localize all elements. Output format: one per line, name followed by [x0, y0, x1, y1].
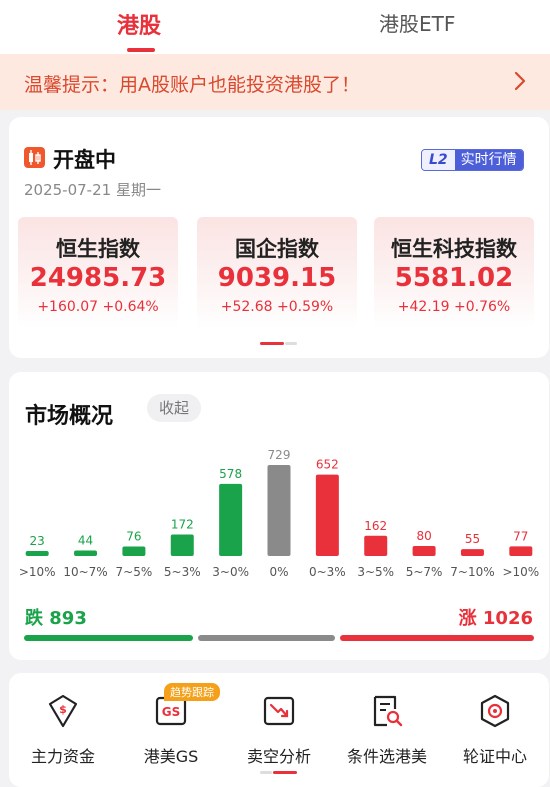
candlestick-icon — [24, 147, 45, 168]
tool-main-funds[interactable]: $ 主力资金 — [9, 693, 117, 767]
chart-bar — [219, 483, 243, 556]
chart-data-label: 578 — [219, 467, 242, 481]
svg-text:$: $ — [59, 703, 67, 716]
tab-hk-etf[interactable]: 港股ETF — [379, 12, 456, 36]
index-tile-hsi[interactable]: 恒生指数 24985.73 +160.07 +0.64% — [18, 217, 178, 329]
chart-bar — [170, 534, 194, 556]
distribution-chart: 23 >10% 44 10~7% 76 7~5% 172 5~3% 578 3~0% 729 0% 65… — [19, 448, 539, 579]
index-name: 国企指数 — [235, 237, 319, 261]
pager-dot — [285, 342, 297, 345]
l2-realtime-badge[interactable]: L2 实时行情 — [421, 149, 524, 171]
chart-tick-label: 5~3% — [164, 565, 201, 579]
market-status-label: 开盘中 — [53, 148, 116, 172]
dollar-shield-icon: $ — [48, 694, 78, 728]
market-overview-title: 市场概况 — [25, 404, 114, 429]
chart-data-label: 23 — [30, 534, 45, 548]
chart-data-label: 652 — [316, 458, 339, 472]
chart-bar — [122, 546, 146, 556]
chart-tick-label: >10% — [502, 565, 539, 579]
tool-label: 条件选港美 — [346, 747, 427, 766]
advancers-count: 涨 1026 — [458, 608, 533, 629]
index-value: 9039.15 — [217, 263, 337, 293]
chart-tick-label: 3~5% — [357, 565, 394, 579]
ratio-segment-down — [24, 635, 193, 641]
chart-data-label: 172 — [171, 518, 194, 532]
short-chart-icon — [263, 696, 295, 726]
top-tabs: 港股 港股ETF — [0, 0, 550, 54]
chart-tick-label: >10% — [19, 565, 56, 579]
chart-tick-label: 7~5% — [116, 565, 153, 579]
chart-tick-label: 0~3% — [309, 565, 346, 579]
tool-hk-us-gs[interactable]: GS 港美GS — [117, 693, 225, 767]
notice-banner[interactable]: 温馨提示：用A股账户也能投资港股了！ — [0, 54, 550, 110]
index-card: 开盘中 2025-07-21 星期一 L2 实时行情 恒生指数 24985.73… — [9, 117, 549, 358]
index-change: +160.07 +0.64% — [37, 299, 159, 315]
ratio-segment-up — [340, 635, 534, 641]
tool-warrant-center[interactable]: 轮证中心 — [441, 693, 549, 767]
l2-label: L2 — [422, 150, 455, 170]
index-change: +52.68 +0.59% — [220, 299, 334, 315]
chart-bar — [25, 551, 49, 556]
tool-label: 港美GS — [143, 747, 199, 766]
chart-bar — [315, 474, 339, 556]
chart-tick-label: 3~0% — [212, 565, 249, 579]
pager-dot — [260, 771, 272, 774]
tab-active-indicator — [127, 48, 155, 52]
chart-data-label: 80 — [416, 529, 431, 543]
tool-short-analysis[interactable]: 卖空分析 — [225, 693, 333, 767]
chevron-right-icon — [514, 71, 526, 91]
decliners-count: 跌 893 — [25, 608, 87, 629]
document-search-icon — [373, 695, 403, 727]
chart-data-label: 55 — [465, 532, 480, 546]
index-value: 5581.02 — [394, 263, 514, 293]
index-name: 恒生指数 — [56, 237, 140, 261]
pager-dot-active — [273, 771, 297, 774]
index-tile-hstech[interactable]: 恒生科技指数 5581.02 +42.19 +0.76% — [374, 217, 534, 329]
pager-dot-active — [260, 342, 284, 345]
tools-card: $ 主力资金 GS 港美GS 趋势跟踪 卖空分析 条件选港美 — [9, 673, 549, 787]
advance-decline-bar — [24, 635, 534, 641]
warrant-icon — [480, 694, 510, 728]
trend-tracking-badge: 趋势跟踪 — [164, 683, 220, 701]
chart-bar — [412, 546, 436, 556]
chart-data-label: 44 — [78, 534, 93, 548]
svg-text:GS: GS — [162, 705, 181, 719]
index-change: +42.19 +0.76% — [397, 299, 511, 315]
ratio-segment-flat — [197, 635, 336, 641]
tool-label: 卖空分析 — [246, 747, 311, 766]
chart-tick-label: 5~7% — [406, 565, 443, 579]
chart-data-label: 77 — [513, 529, 528, 543]
tool-label: 轮证中心 — [462, 747, 527, 766]
chart-tick-label: 10~7% — [63, 565, 107, 579]
chart-bar — [74, 550, 98, 556]
tool-condition-screener[interactable]: 条件选港美 — [333, 693, 441, 767]
chart-data-label: 76 — [126, 530, 141, 544]
index-name: 恒生科技指数 — [391, 237, 517, 261]
market-date: 2025-07-21 星期一 — [24, 181, 161, 199]
chart-bar — [460, 549, 484, 556]
index-value: 24985.73 — [29, 263, 167, 293]
notice-text: 温馨提示：用A股账户也能投资港股了！ — [24, 74, 360, 96]
realtime-label: 实时行情 — [454, 150, 523, 170]
collapse-button[interactable]: 收起 — [147, 394, 202, 422]
chart-data-label: 729 — [268, 448, 291, 462]
chart-bar — [267, 465, 291, 556]
tab-hk-stocks[interactable]: 港股 — [117, 14, 162, 39]
chart-data-label: 162 — [364, 519, 387, 533]
chart-tick-label: 0% — [269, 565, 288, 579]
chart-tick-label: 7~10% — [450, 565, 494, 579]
tool-label: 主力资金 — [30, 747, 95, 766]
chart-bar — [364, 535, 388, 556]
index-tile-hscei[interactable]: 国企指数 9039.15 +52.68 +0.59% — [197, 217, 357, 329]
market-overview-card: 市场概况 收起 23 >10% 44 10~7% 76 7~5% 172 5~3% 578 3~0… — [9, 372, 549, 660]
chart-bar — [509, 546, 533, 556]
